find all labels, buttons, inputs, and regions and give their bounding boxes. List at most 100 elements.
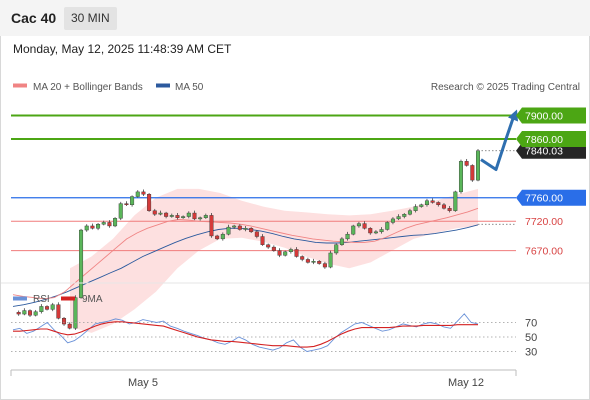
candle-body xyxy=(447,208,452,211)
candle-body xyxy=(152,210,157,215)
candle-body xyxy=(164,212,169,217)
candle-body xyxy=(436,202,441,205)
candle-body xyxy=(356,223,361,227)
candle-body xyxy=(413,206,418,211)
candle-body xyxy=(203,215,208,218)
legend-label-rsi: RSI xyxy=(33,294,50,305)
candle-body xyxy=(16,312,21,315)
candle-body xyxy=(28,310,33,316)
x-tick-label-may12: May 12 xyxy=(448,377,484,389)
candle-body xyxy=(470,165,475,181)
candle-body xyxy=(84,225,89,231)
candle-body xyxy=(277,250,282,256)
candle-body xyxy=(407,210,412,215)
candle-body xyxy=(192,212,197,220)
candle-body xyxy=(249,228,254,233)
candle-body xyxy=(62,317,67,325)
symbol-title: Cac 40 xyxy=(11,10,57,26)
level-label-7670.00: 7670.00 xyxy=(525,245,563,257)
legend-swatch-9ma xyxy=(61,296,75,301)
candle-body xyxy=(430,200,435,203)
forecast-arrow-head xyxy=(508,109,518,122)
candle-body xyxy=(390,218,395,223)
candle-body xyxy=(317,260,322,264)
candle-body xyxy=(96,223,101,229)
candle-body xyxy=(385,222,390,230)
legend-swatch-rsi xyxy=(13,296,27,301)
candle-body xyxy=(288,249,293,252)
charts-svg[interactable]: MA 20 + Bollinger Bands MA 50 Research ©… xyxy=(0,70,590,400)
candle-body xyxy=(181,216,186,218)
candle-body xyxy=(158,212,163,215)
level-tag-label: 7860.00 xyxy=(525,134,563,146)
legend-label-9ma: 9MA xyxy=(82,294,103,305)
candle-body xyxy=(339,238,344,245)
legend-label-ma20: MA 20 + Bollinger Bands xyxy=(33,82,143,93)
candle-body xyxy=(311,260,316,263)
candle-body xyxy=(464,161,469,166)
candle-body xyxy=(453,191,458,211)
candle-body xyxy=(67,323,72,329)
level-tag-label: 7760.00 xyxy=(525,193,563,205)
legend-swatch-ma50 xyxy=(156,83,170,88)
timeframe-button[interactable]: 30 MIN xyxy=(64,7,117,30)
candle-body xyxy=(141,191,146,195)
candle-body xyxy=(50,304,55,310)
candle-body xyxy=(226,226,231,235)
candle-body xyxy=(254,231,259,237)
candle-body xyxy=(402,213,407,217)
level-tag-7760.00: 7760.00 xyxy=(516,189,586,206)
forecast-arrow-line xyxy=(480,115,516,171)
rsi-legend: RSI 9MA xyxy=(13,294,103,305)
level-tag-label: 7840.03 xyxy=(525,146,563,158)
candle-body xyxy=(271,246,276,251)
rsi-y-tick-50: 50 xyxy=(525,332,537,344)
level-tag-box xyxy=(516,107,586,124)
x-tick-label-may5: May 5 xyxy=(128,377,158,389)
candle-body xyxy=(220,233,225,240)
legend-label-ma50: MA 50 xyxy=(175,82,204,93)
candle-body xyxy=(379,229,384,233)
candle-body xyxy=(351,225,356,235)
candle-body xyxy=(56,304,61,319)
level-tag-box xyxy=(516,131,586,147)
candle-body xyxy=(124,203,129,205)
candle-body xyxy=(198,217,203,220)
candle-body xyxy=(169,215,174,217)
candle-body xyxy=(147,194,152,211)
candle-body xyxy=(175,215,180,218)
candle-body xyxy=(237,225,242,230)
level-label-7720.00: 7720.00 xyxy=(525,216,563,228)
candle-body xyxy=(322,263,327,268)
price-panel xyxy=(11,109,518,333)
candle-body xyxy=(39,306,44,312)
level-tags: 7840.03 7760.00 7720.00 7670.00 7860.00 7900.… xyxy=(516,107,586,257)
candle-body xyxy=(90,225,95,229)
rsi-series-9ma xyxy=(13,321,478,348)
candle-body xyxy=(283,251,288,256)
rsi-y-tick-30: 30 xyxy=(525,347,537,359)
level-tag-label: 7900.00 xyxy=(525,110,563,122)
legend-swatch-ma20 xyxy=(13,83,27,88)
candle-body xyxy=(135,191,140,197)
candle-body xyxy=(79,229,84,298)
candle-body xyxy=(419,204,424,207)
candle-body xyxy=(232,225,237,228)
candle-body xyxy=(215,235,220,240)
bollinger-band-area xyxy=(70,188,478,333)
candle-body xyxy=(328,252,333,268)
candle-body xyxy=(345,233,350,240)
candle-body xyxy=(107,222,112,227)
candle-body xyxy=(458,161,463,193)
candle-body xyxy=(305,259,310,263)
candle-body xyxy=(373,231,378,234)
ma20-line xyxy=(12,207,479,300)
candle-body xyxy=(396,216,401,220)
candle-body xyxy=(266,244,271,248)
candle-body xyxy=(441,204,446,209)
candle-body xyxy=(209,215,214,237)
candle-body xyxy=(300,256,305,260)
candle-body xyxy=(118,203,123,219)
candle-body xyxy=(130,196,135,205)
candle-body xyxy=(476,150,481,181)
